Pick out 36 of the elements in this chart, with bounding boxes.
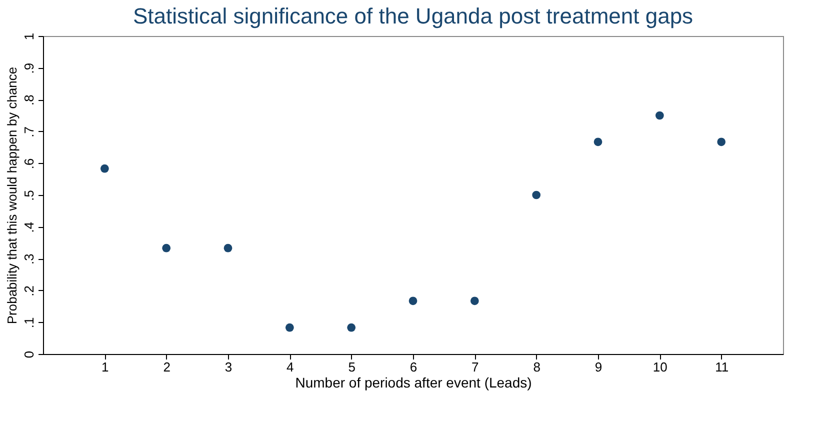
point xyxy=(470,296,479,306)
point xyxy=(347,323,356,332)
x-tick-label: 1 xyxy=(102,360,109,374)
point xyxy=(532,190,541,200)
y-tick-label: .8 xyxy=(22,94,36,106)
y-axis-title: Probability that this would happen by chance xyxy=(4,66,20,324)
point xyxy=(408,296,418,306)
x-tick-label: 9 xyxy=(594,360,602,374)
x-tick-label: 2 xyxy=(163,360,170,374)
y-tick-label: 1 xyxy=(22,32,36,40)
x-tick-label: 6 xyxy=(410,360,418,374)
y-tick-label: .2 xyxy=(22,285,36,296)
point xyxy=(224,244,232,252)
y-tick-label: .4 xyxy=(22,222,36,233)
point xyxy=(100,164,109,173)
y-tick-label: .1 xyxy=(22,317,36,328)
point xyxy=(285,323,294,332)
point xyxy=(655,111,664,120)
x-tick-label: 5 xyxy=(348,360,356,374)
chart-title: Statistical significance of the Uganda post treatment gaps xyxy=(132,3,694,28)
y-tick-label: .5 xyxy=(22,190,36,201)
x-tick-label: 8 xyxy=(533,360,540,374)
point xyxy=(717,138,726,146)
y-tick-label: .9 xyxy=(22,62,36,74)
y-tick-label: .3 xyxy=(22,254,36,265)
point xyxy=(162,244,171,252)
x-axis-title: Number of periods after event (Leads) xyxy=(295,374,532,390)
x-tick-label: 3 xyxy=(224,360,232,374)
y-tick-label: .6 xyxy=(22,158,36,170)
point xyxy=(594,138,602,146)
x-tick-label: 7 xyxy=(472,360,479,374)
y-tick-label: 0 xyxy=(22,350,36,358)
x-tick-label: 4 xyxy=(286,360,294,374)
x-tick-label: 11 xyxy=(715,360,729,374)
x-tick-label: 10 xyxy=(652,360,668,374)
y-tick-label: .7 xyxy=(22,126,36,138)
